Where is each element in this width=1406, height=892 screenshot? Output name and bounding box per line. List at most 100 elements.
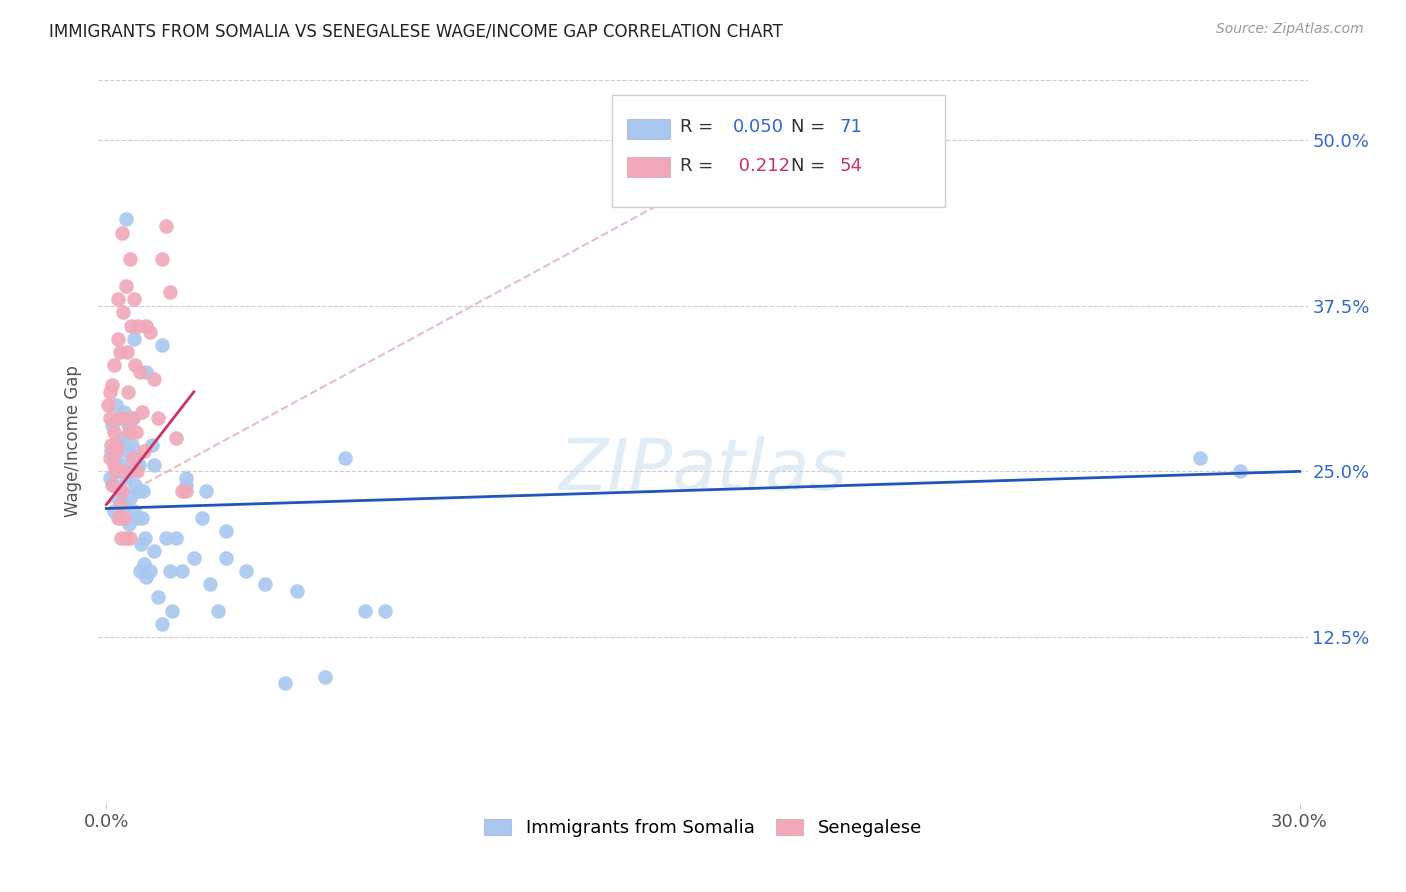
Point	[191, 510, 214, 524]
Point	[165, 431, 187, 445]
FancyBboxPatch shape	[627, 157, 671, 178]
Point	[122, 411, 145, 425]
Point	[112, 431, 135, 445]
Text: 71: 71	[839, 119, 862, 136]
Point	[374, 603, 396, 617]
Point	[134, 444, 156, 458]
Point	[107, 464, 129, 478]
Point	[110, 531, 132, 545]
Point	[254, 577, 277, 591]
Point	[159, 564, 181, 578]
Text: IMMIGRANTS FROM SOMALIA VS SENEGALESE WAGE/INCOME GAP CORRELATION CHART: IMMIGRANTS FROM SOMALIA VS SENEGALESE WA…	[49, 22, 783, 40]
Point	[159, 285, 181, 300]
Point	[120, 252, 142, 267]
Point	[174, 471, 197, 485]
Point	[215, 550, 238, 565]
Point	[101, 477, 124, 491]
Point	[112, 305, 135, 319]
Point	[135, 365, 157, 379]
Point	[131, 537, 153, 551]
Point	[139, 564, 162, 578]
Point	[114, 464, 136, 478]
Point	[103, 359, 125, 373]
Text: R =: R =	[681, 156, 718, 175]
Point	[98, 384, 121, 399]
Point	[118, 517, 141, 532]
Text: N =: N =	[792, 156, 831, 175]
Point	[135, 318, 157, 333]
Point	[155, 531, 177, 545]
Point	[105, 398, 128, 412]
Point	[110, 345, 132, 359]
Point	[354, 603, 377, 617]
Text: N =: N =	[792, 119, 831, 136]
Point	[134, 557, 156, 571]
Point	[124, 477, 146, 491]
Point	[115, 444, 138, 458]
Point	[110, 510, 132, 524]
Point	[215, 524, 238, 538]
Point	[117, 417, 139, 432]
Point	[122, 451, 145, 466]
Text: 54: 54	[839, 156, 863, 175]
Point	[125, 451, 148, 466]
Point	[146, 591, 169, 605]
Point	[121, 411, 143, 425]
Point	[111, 484, 134, 499]
Point	[120, 491, 142, 505]
Point	[314, 670, 336, 684]
Point	[124, 359, 146, 373]
Point	[104, 464, 127, 478]
Point	[207, 603, 229, 617]
Point	[129, 564, 152, 578]
Point	[101, 417, 124, 432]
Point	[183, 550, 205, 565]
Point	[170, 564, 193, 578]
Point	[127, 484, 149, 499]
Point	[285, 583, 308, 598]
Point	[129, 365, 152, 379]
Point	[118, 425, 141, 439]
Point	[134, 531, 156, 545]
FancyBboxPatch shape	[627, 119, 671, 139]
Point	[131, 405, 153, 419]
Point	[110, 484, 132, 499]
Point	[100, 438, 122, 452]
Point	[122, 504, 145, 518]
Point	[235, 564, 257, 578]
Text: ZIPatlas: ZIPatlas	[558, 436, 848, 505]
Point	[112, 411, 135, 425]
Text: 0.050: 0.050	[734, 119, 785, 136]
Point	[97, 398, 120, 412]
Point	[120, 531, 142, 545]
Point	[115, 212, 138, 227]
Text: Source: ZipAtlas.com: Source: ZipAtlas.com	[1216, 22, 1364, 37]
Point	[122, 292, 145, 306]
Y-axis label: Wage/Income Gap: Wage/Income Gap	[65, 366, 83, 517]
Point	[115, 345, 138, 359]
Point	[127, 464, 149, 478]
Point	[114, 498, 136, 512]
Text: R =: R =	[681, 119, 718, 136]
Point	[150, 338, 173, 352]
Point	[112, 405, 135, 419]
Point	[131, 510, 153, 524]
Point	[143, 458, 166, 472]
Point	[98, 471, 121, 485]
Point	[127, 318, 149, 333]
Point	[135, 570, 157, 584]
Point	[115, 471, 138, 485]
Point	[141, 438, 163, 452]
Point	[139, 325, 162, 339]
Point	[105, 444, 128, 458]
Point	[155, 219, 177, 233]
Point	[117, 384, 139, 399]
Point	[115, 531, 138, 545]
Point	[110, 498, 132, 512]
Point	[160, 603, 183, 617]
Text: 0.212: 0.212	[734, 156, 790, 175]
Point	[107, 292, 129, 306]
Point	[103, 425, 125, 439]
Point	[143, 544, 166, 558]
Point	[333, 451, 356, 466]
